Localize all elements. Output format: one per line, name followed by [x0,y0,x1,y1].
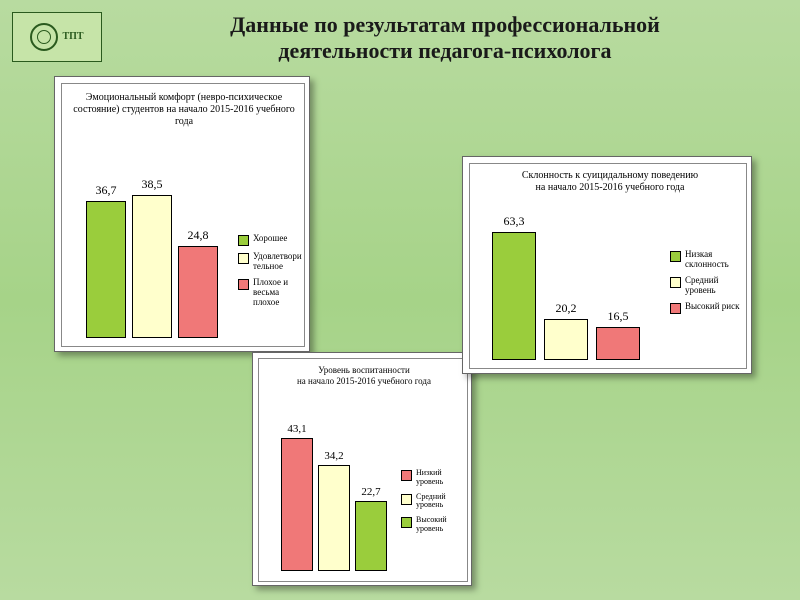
chart2-legend-label-1: Средний уровень [416,493,446,511]
chart3-legend-label-1: Средний уровень [685,276,718,296]
gear-icon [30,23,58,51]
chart1-legend-item-1: Удовлетвори тельное [238,252,310,272]
legend-swatch-icon [401,494,412,505]
chart3-bar-label-1: 20,2 [556,301,577,316]
chart2-legend: Низкий уровень Средний уровень Высокий уро… [401,469,467,540]
chart1-panel: Эмоциональный комфорт (невро-психическое… [54,76,310,352]
chart1-legend-label-0: Хорошее [253,234,287,244]
chart1-bar-label-0: 36,7 [96,183,117,198]
chart2-title: Уровень воспитанности на начало 2015-201… [269,365,459,387]
legend-swatch-icon [238,279,249,290]
chart3-plot: 63,3 20,2 16,5 [486,208,660,360]
chart2-inner: Уровень воспитанности на начало 2015-201… [258,358,468,582]
title-line1: Данные по результатам профессиональной [110,12,780,38]
chart1-legend-item-2: Плохое и весьма плохое [238,278,310,308]
chart1-bar-label-1: 38,5 [142,177,163,192]
logo-text: ТПТ [62,32,83,42]
chart1-bar-1 [132,195,172,338]
chart3-bar-0 [492,232,536,360]
chart2-legend-item-2: Высокий уровень [401,516,467,534]
chart3-bar-1 [544,319,588,360]
chart2-plot: 43,1 34,2 22,7 [275,401,395,571]
chart2-panel: Уровень воспитанности на начало 2015-201… [252,352,472,586]
chart1-plot: 36,7 38,5 24,8 [80,152,230,338]
chart2-bar-0 [281,438,313,571]
page-title: Данные по результатам профессиональной д… [110,12,780,64]
legend-swatch-icon [238,235,249,246]
chart1-legend: Хорошее Удовлетвори тельное Плохое и весьм… [238,234,310,313]
chart1-legend-label-1: Удовлетвори тельное [253,252,302,272]
chart2-legend-item-0: Низкий уровень [401,469,467,487]
chart1-title: Эмоциональный комфорт (невро-психическое… [72,92,296,128]
legend-swatch-icon [401,470,412,481]
chart3-legend-item-0: Низкая склонность [670,250,746,270]
legend-swatch-icon [238,253,249,264]
chart3-legend-item-2: Высокий риск [670,302,746,314]
chart3-bar-2 [596,327,640,360]
chart1-inner: Эмоциональный комфорт (невро-психическое… [61,83,305,347]
chart3-title: Склонность к суицидальному поведению на … [490,170,730,194]
chart2-bar-label-2: 22,7 [361,486,380,498]
chart3-legend: Низкая склонность Средний уровень Высокий … [670,250,746,320]
chart1-bar-label-2: 24,8 [188,228,209,243]
chart1-legend-label-2: Плохое и весьма плохое [253,278,288,308]
chart3-bar-label-2: 16,5 [608,309,629,324]
chart1-bar-2 [178,246,218,338]
legend-swatch-icon [670,277,681,288]
chart2-legend-item-1: Средний уровень [401,493,467,511]
chart3-panel: Склонность к суицидальному поведению на … [462,156,752,374]
title-line2: деятельности педагога-психолога [110,38,780,64]
chart3-legend-item-1: Средний уровень [670,276,746,296]
chart3-legend-label-2: Высокий риск [685,302,739,312]
chart2-bar-label-1: 34,2 [324,450,343,462]
chart3-inner: Склонность к суицидальному поведению на … [469,163,747,369]
chart2-legend-label-2: Высокий уровень [416,516,447,534]
chart1-legend-item-0: Хорошее [238,234,310,246]
logo: ТПТ [12,12,102,62]
chart1-bar-0 [86,201,126,338]
chart2-legend-label-0: Низкий уровень [416,469,443,487]
legend-swatch-icon [670,251,681,262]
legend-swatch-icon [670,303,681,314]
chart2-bar-2 [355,501,387,571]
chart3-bar-label-0: 63,3 [504,214,525,229]
chart2-bar-1 [318,465,350,571]
chart2-bar-label-0: 43,1 [287,423,306,435]
chart3-legend-label-0: Низкая склонность [685,250,729,270]
legend-swatch-icon [401,517,412,528]
